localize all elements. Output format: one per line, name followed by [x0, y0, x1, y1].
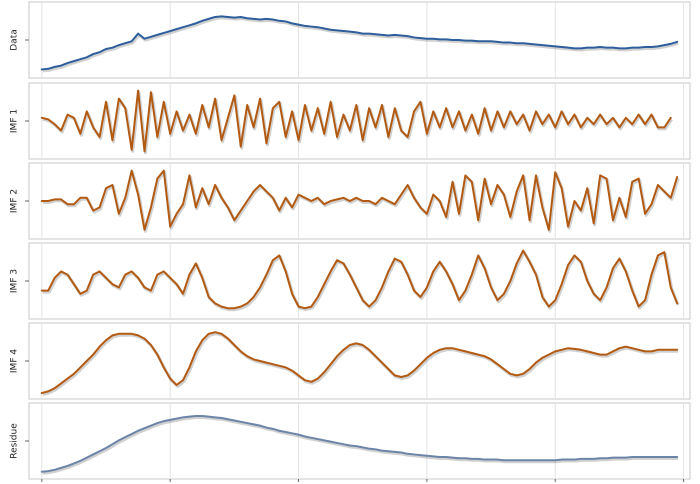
panel-label-3: IMF 3 — [10, 269, 20, 293]
panel-label-5: Residue — [10, 423, 20, 459]
panel-frame-0 — [28, 1, 691, 79]
series-line-0 — [40, 15, 679, 71]
series-line-2 — [40, 169, 679, 231]
panel-frame-3 — [28, 242, 691, 320]
series-shadow-0 — [42, 16, 679, 73]
series-line-4 — [40, 331, 679, 394]
panel-label-1: IMF 1 — [10, 109, 20, 133]
series-line-1 — [40, 89, 672, 153]
panel-label-2: IMF 2 — [10, 189, 20, 213]
panel-label-4: IMF 4 — [10, 349, 20, 373]
panel-label-0: Data — [10, 29, 20, 51]
panel-frame-5 — [28, 402, 691, 480]
series-line-3 — [40, 249, 679, 310]
series-line-5 — [40, 415, 679, 473]
series-shadow-5 — [42, 416, 679, 475]
